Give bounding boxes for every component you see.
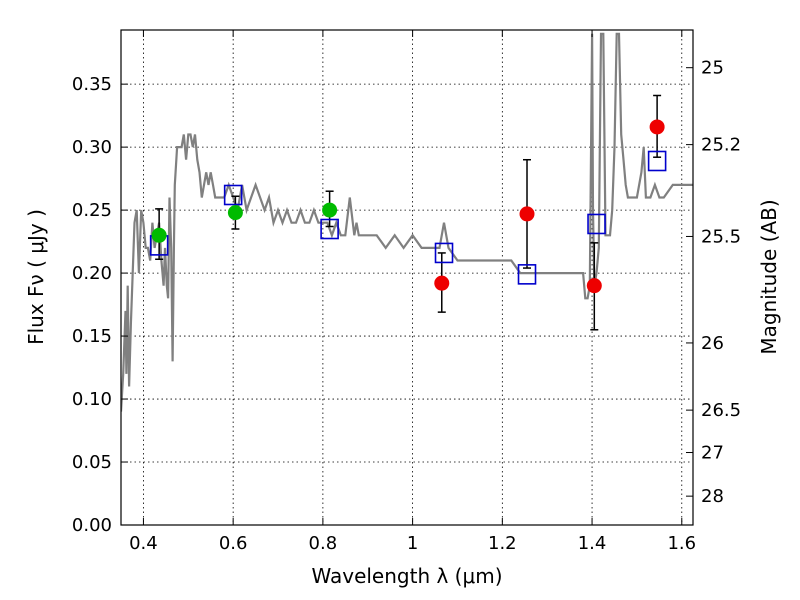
x-tick-label: 0.6	[219, 533, 248, 554]
photometry-point-layer	[151, 119, 665, 294]
magnitude-tick-label: 27	[701, 443, 724, 464]
y-tick-label: 0.00	[72, 515, 112, 536]
model-square-marker	[223, 184, 243, 206]
magnitude-tick-label: 25	[701, 58, 724, 79]
x-tick-label: 1.6	[667, 533, 696, 554]
y-axis: 0.00 0.05 0.10 0.15 0.20 0.25 0.30 0.35	[72, 74, 128, 536]
model-square-marker	[434, 242, 454, 264]
photometry-point	[649, 119, 665, 135]
magnitude-axis: 25 25.2 25.5 26 26.5 27 28	[686, 58, 741, 507]
x-tick-label: 1.4	[578, 533, 607, 554]
plot-clip-group	[121, 32, 693, 412]
model-square-marker	[647, 150, 667, 172]
grid-layer	[121, 30, 693, 526]
y-tick-label: 0.05	[72, 452, 112, 473]
magnitude-tick-label: 25.2	[701, 135, 741, 156]
photometry-point	[227, 205, 243, 221]
model-square-marker	[320, 218, 339, 240]
spectrum-line	[121, 32, 693, 412]
x-tick-label: 1.2	[488, 533, 517, 554]
x-tick-label: 0.8	[309, 533, 338, 554]
magnitude-tick-label: 26	[701, 333, 724, 354]
magnitude-tick-label: 25.5	[701, 226, 741, 247]
y-axis-title: Flux Fν ( μJy )	[24, 209, 48, 345]
photometry-point	[519, 206, 535, 222]
x-axis-title: Wavelength λ (μm)	[311, 564, 502, 588]
y-tick-label: 0.15	[72, 326, 112, 347]
model-square-layer	[149, 150, 667, 285]
y-tick-label: 0.25	[72, 200, 112, 221]
model-square-marker	[587, 213, 606, 235]
plot-frame	[120, 29, 694, 526]
magnitude-axis-title: Magnitude (AB)	[757, 199, 781, 354]
x-tick-label: 0.4	[129, 533, 158, 554]
photometry-point	[151, 227, 167, 243]
magnitude-tick-label: 28	[701, 486, 724, 507]
photometry-point	[434, 275, 450, 291]
magnitude-tick-label: 26.5	[701, 400, 741, 421]
y-tick-label: 0.20	[72, 263, 112, 284]
photometry-point	[322, 202, 338, 218]
y-tick-label: 0.30	[72, 137, 112, 158]
y-tick-label: 0.10	[72, 389, 112, 410]
photometry-point	[586, 278, 602, 294]
x-axis: 0.4 0.6 0.8 1 1.2 1.4 1.6	[129, 30, 696, 554]
x-tick-label: 1	[407, 533, 418, 554]
model-square-marker	[517, 264, 537, 285]
y-tick-label: 0.35	[72, 74, 112, 95]
